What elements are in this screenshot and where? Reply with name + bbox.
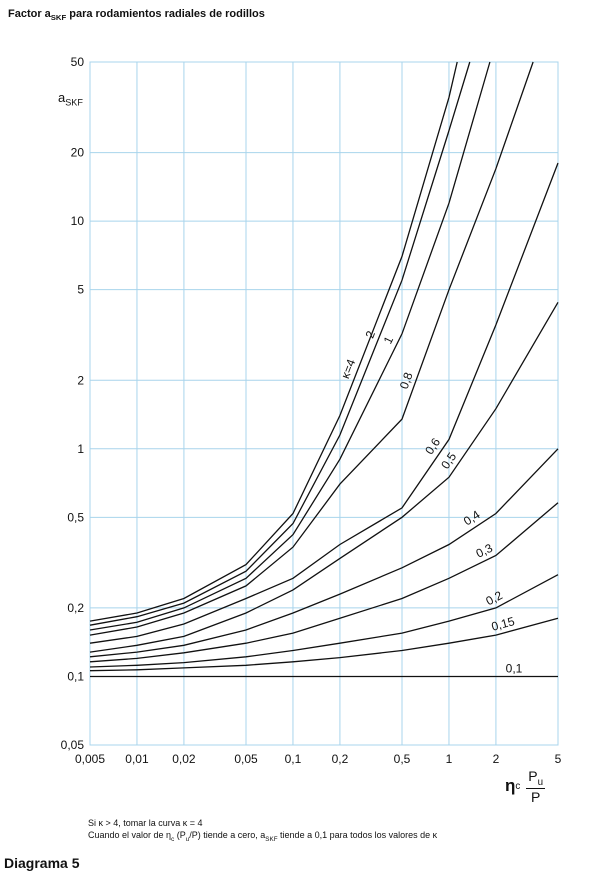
curve-label: 0,6 [422,435,443,457]
x-tick-label: 2 [493,752,500,766]
curve [89,301,559,653]
x-tick-label: 0,02 [172,752,196,766]
y-tick-label: 0,05 [61,738,85,752]
y-label-part: a [58,90,66,105]
curve-label: 0,3 [474,541,495,561]
x-tick-label: 0,1 [285,752,302,766]
title-part: para rodamientos radiales de rodillos [66,8,265,20]
curve [89,502,559,663]
y-tick-label: 5 [77,283,84,297]
curve [89,617,559,672]
curve-label: 0,15 [490,614,517,634]
x-label-part: c [515,780,521,792]
curve [89,162,559,644]
y-tick-label: 0,5 [67,510,84,524]
x-tick-label: 0,2 [332,752,349,766]
y-tick-label: 0,2 [67,601,84,615]
x-tick-label: 0,05 [234,752,258,766]
fraction: Pu P [526,768,546,805]
note-part: (P [174,830,186,840]
curve-label: 0,5 [438,450,459,472]
curve-label: 0,8 [397,370,416,391]
curve-label: 0,1 [506,661,523,675]
curve [89,61,491,631]
curve [89,61,471,626]
note: Si κ > 4, tomar la curva κ = 4 [88,818,203,828]
curve [89,61,458,622]
curve [89,448,559,658]
x-tick-label: 0,005 [75,752,105,766]
plot-frame [89,61,559,746]
y-tick-label: 20 [71,146,85,160]
title-part: SKF [50,13,67,23]
curve-label: κ=4 [338,357,358,381]
note-part: /P) tiende a cero, a [189,830,266,840]
curve-label: 1 [381,334,397,346]
y-tick-label: 0,1 [67,669,84,683]
note-part: tiende a 0,1 para todos los valores de κ [277,830,438,840]
note: Cuando el valor de ηc (Pu/P) tiende a ce… [88,830,437,843]
x-label-part: η [505,776,516,796]
y-tick-label: 1 [77,442,84,456]
title-part: Factor a [8,8,51,20]
note-part: Cuando el valor de η [88,830,172,840]
x-label-part: u [537,776,544,788]
x-label-part: P [528,768,538,784]
y-label-part: SKF [65,97,83,108]
x-tick-label: 0,5 [394,752,411,766]
y-tick-label: 10 [71,214,85,228]
y-axis-label: aSKF [58,90,83,108]
x-tick-label: 5 [555,752,562,766]
curve-label: 0,4 [461,507,483,528]
chart-title: Factor aSKF para rodamientos radiales de… [8,8,265,22]
note-part: u [185,835,190,843]
x-tick-label: 0,01 [125,752,149,766]
x-tick-label: 1 [446,752,453,766]
curve [89,574,559,668]
curve [89,61,534,636]
note-part: c [171,835,175,843]
numerator: Pu [526,768,546,789]
footer: Diagrama 5 [4,855,80,871]
y-tick-label: 50 [71,55,85,69]
curve-label: 2 [363,329,379,341]
x-label-part: P [531,788,541,805]
note-part: SKF [265,835,278,843]
y-tick-label: 2 [77,373,84,387]
